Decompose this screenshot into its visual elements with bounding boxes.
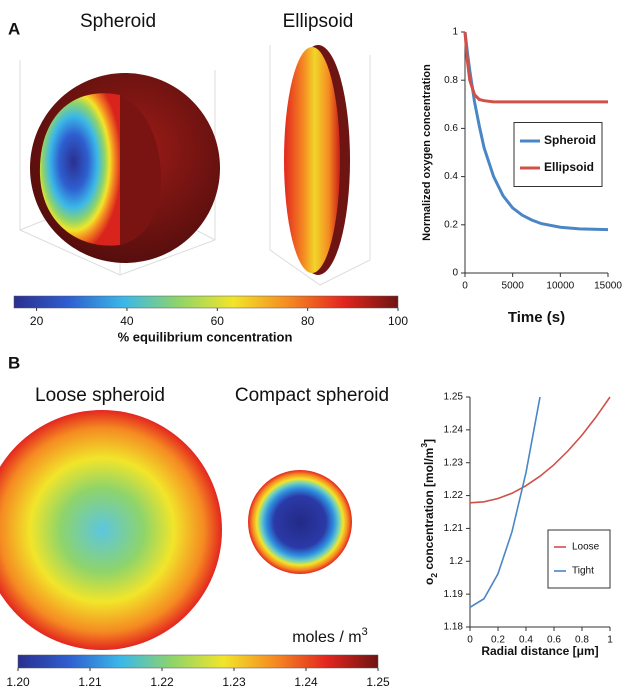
y-axis-title: Normalized oxygen concentration	[421, 64, 433, 241]
series-line	[469, 396, 611, 504]
legend-box	[513, 122, 603, 187]
label-part: ]	[422, 439, 436, 443]
colorbar-tick-label: 40	[120, 314, 134, 328]
colorbar-tick-label: 100	[388, 314, 408, 328]
loose-section	[0, 410, 222, 650]
render-title: Loose spheroid	[35, 385, 165, 406]
label-part: 2	[429, 573, 439, 578]
x-tick-label: 0	[462, 281, 468, 292]
label-part: concentration [mol/m	[422, 448, 436, 573]
legend-label: Tight	[572, 566, 594, 577]
colorbar-tick-label: 1.25	[366, 675, 390, 689]
render-title: Compact spheroid	[235, 385, 389, 406]
y-tick-label: 1.25	[444, 392, 464, 403]
legend-label: Ellipsoid	[544, 160, 594, 174]
y-tick-label: 1	[452, 27, 458, 38]
x-tick-label: 0.2	[491, 635, 505, 646]
legend-label: Spheroid	[544, 133, 596, 147]
y-tick-label: 0.8	[444, 75, 458, 86]
y-tick-label: 1.18	[444, 622, 464, 633]
y-tick-label: 1.23	[444, 457, 464, 468]
colorbar-tick-label: 20	[30, 314, 44, 328]
spheroid-cut-side	[120, 95, 161, 245]
colorbar-tick-label: 1.23	[222, 675, 246, 689]
label-part: o	[422, 578, 436, 585]
compact-section	[248, 470, 352, 574]
colorbar	[17, 654, 379, 669]
colorbar-tick-label: 1.21	[78, 675, 102, 689]
label-part: 3	[362, 626, 368, 638]
y-tick-label: 1.22	[444, 490, 464, 501]
render-title: Spheroid	[80, 11, 156, 32]
panel-label: B	[8, 353, 20, 372]
render-title: Ellipsoid	[283, 11, 354, 32]
y-axis-title: o2 concentration [mol/m3]	[419, 439, 439, 585]
x-tick-label: 0.4	[519, 635, 533, 646]
y-tick-label: 1.2	[449, 556, 463, 567]
y-tick-label: 1.24	[444, 424, 464, 435]
legend-box	[547, 529, 611, 589]
y-tick-label: 0.4	[444, 171, 458, 182]
y-tick-label: 0	[452, 268, 458, 279]
colorbar-tick-label: 1.22	[150, 675, 174, 689]
colorbar-title: moles / m3	[292, 626, 368, 646]
series-line	[469, 396, 541, 608]
x-tick-label: 0	[467, 635, 473, 646]
colorbar-title: % equilibrium concentration	[118, 329, 293, 344]
x-tick-label: 5000	[502, 281, 525, 292]
panel-label: A	[8, 19, 20, 38]
y-tick-label: 0.6	[444, 123, 458, 134]
legend-label: Loose	[572, 542, 600, 553]
x-axis-title: Radial distance [μm]	[481, 644, 598, 658]
x-tick-label: 15000	[594, 281, 622, 292]
x-tick-label: 0.8	[575, 635, 589, 646]
y-tick-label: 1.19	[444, 589, 464, 600]
series-line	[463, 31, 608, 104]
colorbar-tick-label: 80	[301, 314, 315, 328]
label-part: moles / m	[292, 629, 361, 646]
spheroid-cut	[39, 93, 120, 246]
x-tick-label: 10000	[546, 281, 574, 292]
y-tick-label: 1.21	[444, 523, 464, 534]
colorbar-tick-label: 1.24	[294, 675, 318, 689]
x-tick-label: 1	[607, 635, 613, 646]
colorbar	[13, 295, 399, 309]
x-tick-label: 0.6	[547, 635, 561, 646]
colorbar-tick-label: 60	[211, 314, 225, 328]
label-part: 3	[419, 443, 429, 448]
colorbar-tick-label: 1.20	[6, 675, 30, 689]
ellipsoid-cut	[284, 47, 340, 273]
y-tick-label: 0.2	[444, 219, 458, 230]
x-axis-title: Time (s)	[508, 309, 565, 326]
